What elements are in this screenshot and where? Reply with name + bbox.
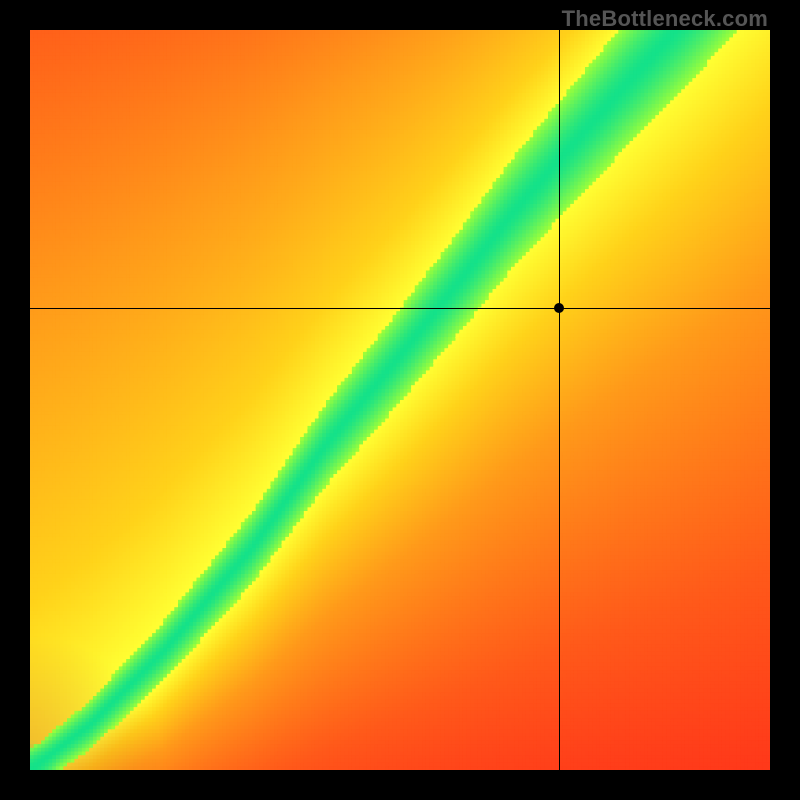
watermark-text: TheBottleneck.com xyxy=(562,6,768,32)
crosshair-vertical-line xyxy=(559,30,560,770)
heatmap-canvas xyxy=(30,30,770,770)
plot-area xyxy=(30,30,770,770)
crosshair-horizontal-line xyxy=(30,308,770,309)
crosshair-marker-dot xyxy=(554,303,564,313)
chart-container: TheBottleneck.com xyxy=(0,0,800,800)
